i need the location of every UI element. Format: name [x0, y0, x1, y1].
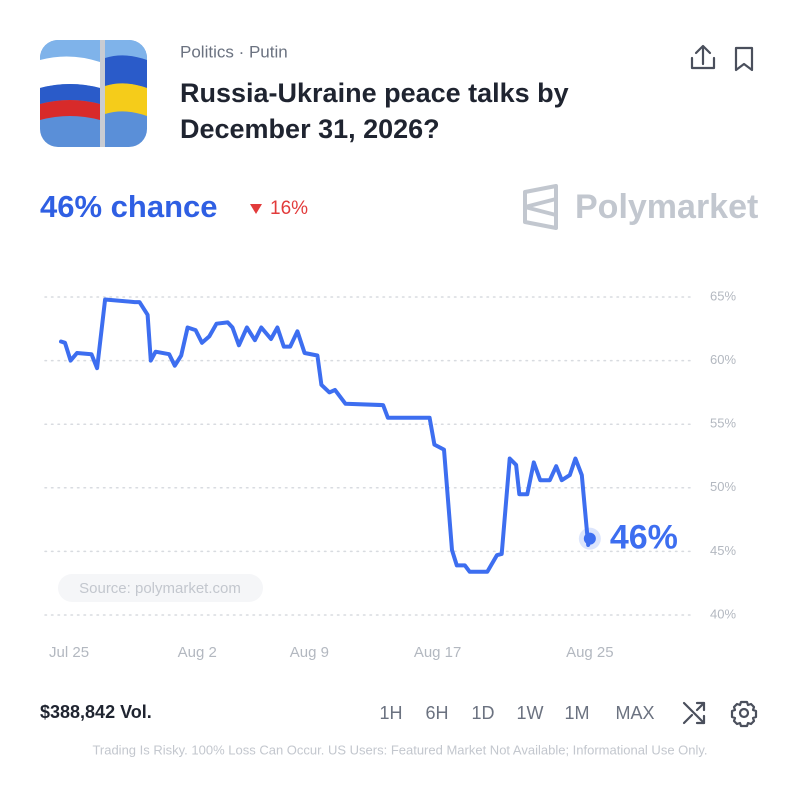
y-tick-label: 55% [710, 416, 736, 431]
chance: 46% chance [40, 189, 218, 224]
x-tick-label: Aug 9 [290, 644, 329, 661]
end-point [583, 532, 596, 545]
brand-name: Polymarket [575, 188, 758, 226]
brand-logo [523, 184, 558, 230]
market-image [40, 40, 147, 147]
settings-button[interactable] [730, 700, 758, 728]
timeframe-button[interactable]: 1H [379, 703, 402, 723]
category[interactable]: Politics · Putin [180, 42, 288, 61]
chart: 40% 45% 50% 55% 60% 65% Jul 25 Aug 2 Aug 9 Aug 17… [44, 288, 736, 661]
y-tick-label: 60% [710, 352, 736, 367]
x-tick-label: Jul 25 [49, 644, 89, 661]
y-tick-label: 45% [710, 543, 736, 558]
price-line [59, 297, 592, 574]
volume: $388,842 Vol. [40, 702, 152, 722]
title: December 31, 2026? [180, 114, 440, 144]
y-tick-label: 40% [710, 606, 736, 621]
title: Russia-Ukraine peace talks by [180, 78, 569, 108]
end-label: 46% [610, 519, 678, 557]
timeframe-button[interactable]: 1M [564, 703, 589, 723]
timeframes: 1H 6H 1D 1W 1M MAX [379, 703, 654, 723]
source: Source: polymarket.com [79, 580, 241, 597]
timeframe-button[interactable]: 1D [471, 703, 494, 723]
timeframe-button[interactable]: 6H [425, 703, 448, 723]
source-badge [58, 574, 263, 602]
y-tick-label: 65% [710, 288, 736, 303]
x-tick-label: Aug 2 [178, 644, 217, 661]
x-tick-label: Aug 25 [566, 644, 614, 661]
disclaimer: Trading Is Risky. 100% Loss Can Occur. U… [92, 742, 707, 757]
timeframe-button[interactable]: 1W [517, 703, 544, 723]
share-button[interactable] [690, 44, 716, 70]
shuffle-button[interactable] [682, 701, 706, 725]
down-arrow [250, 204, 262, 214]
bookmark-button[interactable] [734, 46, 754, 72]
x-tick-label: Aug 17 [414, 644, 462, 661]
change: 16% [270, 198, 308, 219]
timeframe-button[interactable]: MAX [615, 703, 654, 723]
y-tick-label: 50% [710, 479, 736, 494]
